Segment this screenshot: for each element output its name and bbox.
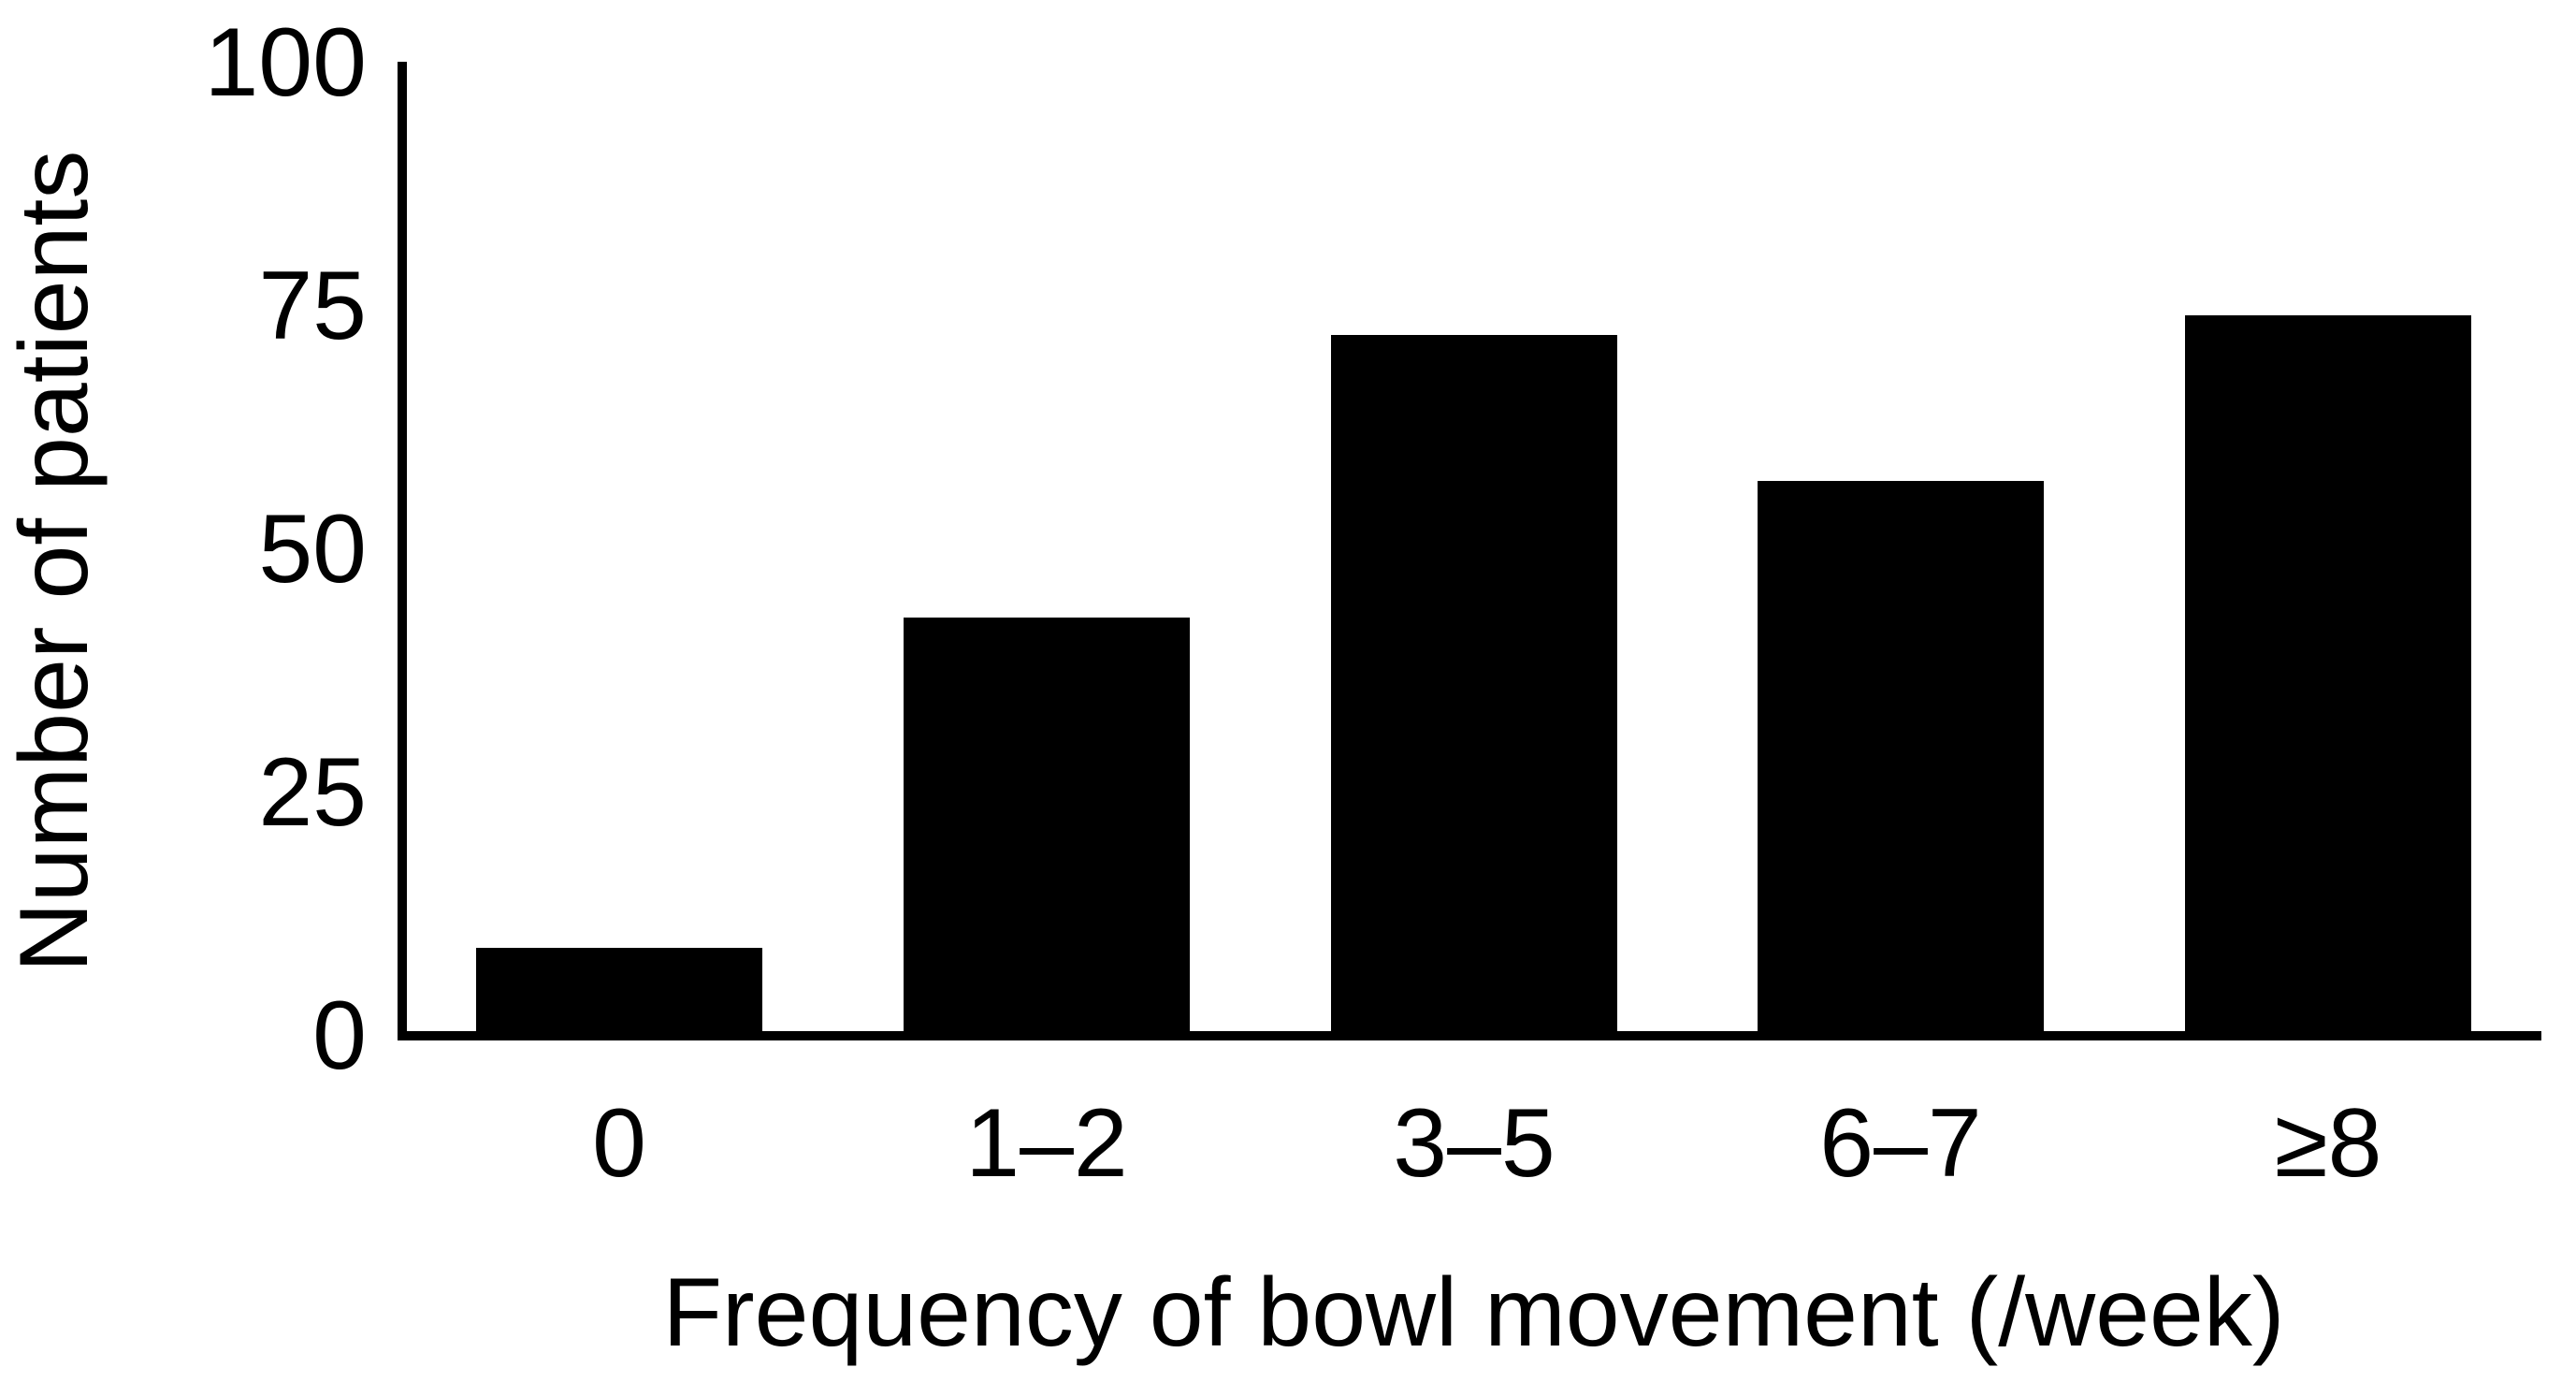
bar-6–7 [1758, 481, 2044, 1040]
bar-1–2 [904, 618, 1190, 1040]
y-tick-label-50: 50 [258, 495, 367, 604]
y-tick-label-100: 100 [204, 8, 367, 117]
x-axis-title: Frequency of bowl movement (/week) [662, 1258, 2285, 1367]
bar-3–5 [1331, 335, 1617, 1040]
x-tick-label-≥8: ≥8 [2274, 1089, 2382, 1198]
y-tick-label-0: 0 [312, 982, 367, 1090]
x-tick-label-6–7: 6–7 [1819, 1089, 1982, 1198]
y-tick-label-75: 75 [258, 252, 367, 360]
y-axis-line [398, 62, 407, 1040]
bar-0 [476, 948, 762, 1040]
x-tick-label-0: 0 [592, 1089, 646, 1198]
bar-≥8 [2185, 315, 2471, 1040]
x-tick-label-3–5: 3–5 [1393, 1089, 1556, 1198]
x-tick-label-1–2: 1–2 [965, 1089, 1128, 1198]
y-tick-label-25: 25 [258, 738, 367, 847]
